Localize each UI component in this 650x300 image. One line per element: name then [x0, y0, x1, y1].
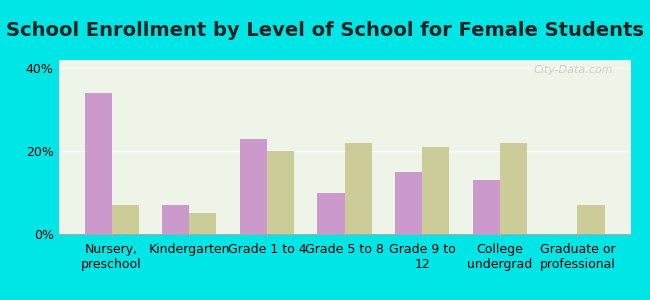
- Bar: [500, 143, 527, 234]
- Bar: [84, 93, 112, 234]
- Bar: [395, 172, 422, 234]
- Bar: [240, 139, 267, 234]
- Text: School Enrollment by Level of School for Female Students: School Enrollment by Level of School for…: [6, 21, 644, 40]
- Bar: [577, 205, 605, 234]
- Text: City-Data.com: City-Data.com: [534, 65, 614, 75]
- Bar: [473, 180, 500, 234]
- Bar: [189, 213, 216, 234]
- Bar: [422, 147, 449, 234]
- Bar: [162, 205, 189, 234]
- Bar: [112, 205, 139, 234]
- Bar: [267, 151, 294, 234]
- Bar: [344, 143, 372, 234]
- Bar: [317, 193, 344, 234]
